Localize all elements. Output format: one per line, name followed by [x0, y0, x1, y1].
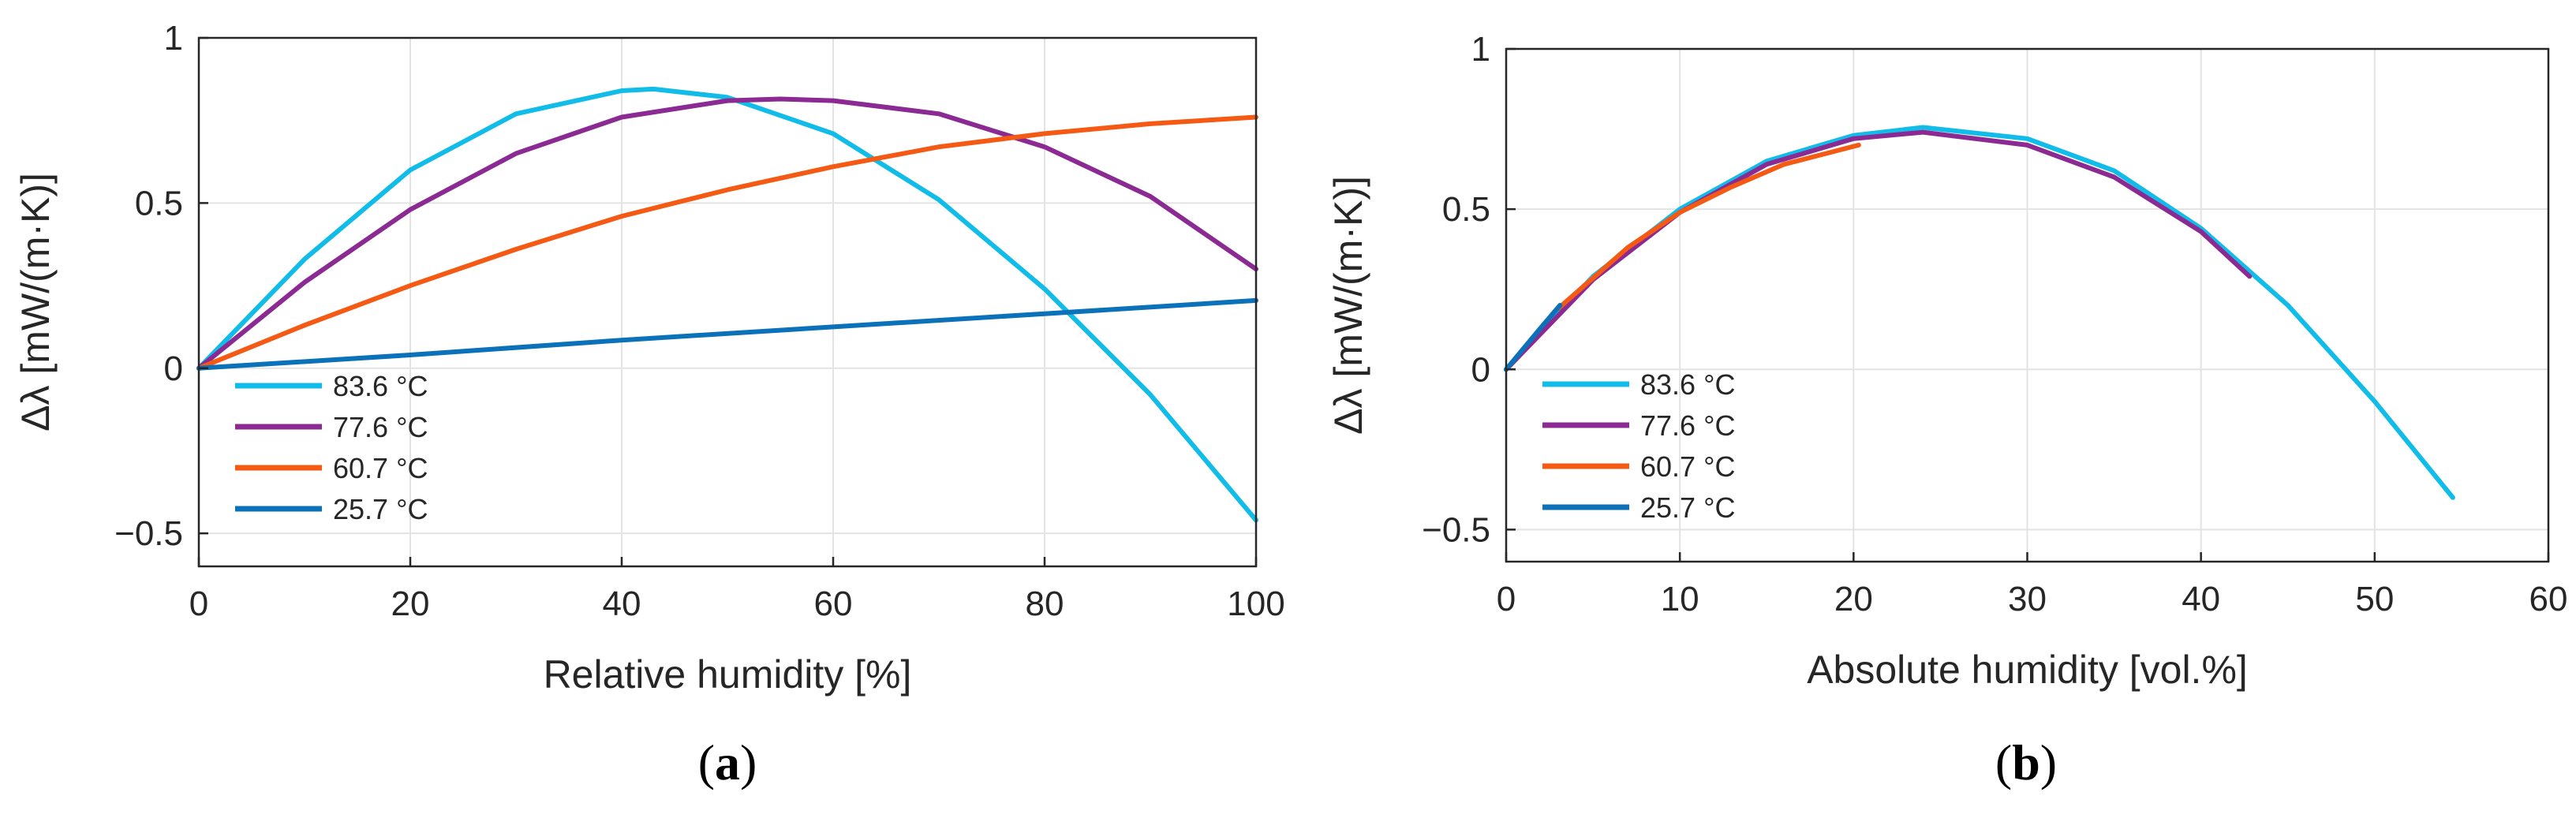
chart-b-ylabel: Δλ [mW/(m·K)]: [1326, 176, 1370, 435]
chart-a-series-776: [196, 96, 1258, 371]
chart-b-xtick-label: 40: [2182, 580, 2220, 618]
chart-a-series-607: [196, 114, 1258, 371]
chart-b-series-607: [1556, 142, 1861, 312]
chart-b-ytick-label: 1: [1471, 30, 1490, 69]
chart-a-xtick-label: 60: [814, 585, 853, 623]
chart-a-ytick-label: 1: [164, 19, 183, 58]
chart-a-xtick-label: 40: [603, 585, 641, 623]
chart-b-legend: 83.6 °C 77.6 °C 60.7 °C 25.7 °C: [1542, 368, 1735, 524]
chart-a-ytick-label: 0.5: [135, 184, 183, 222]
chart-b-legend-label: 25.7 °C: [1640, 491, 1735, 524]
chart-b-legend-label: 83.6 °C: [1640, 368, 1735, 401]
chart-b-series-257: [1504, 303, 1563, 372]
chart-a-plot-frame: [197, 36, 1258, 568]
chart-a-ytick-label: −0.5: [114, 514, 183, 553]
chart-b-xlabel: Absolute humidity [vol.%]: [1807, 648, 2248, 692]
chart-a-xlabel: Relative humidity [%]: [544, 652, 912, 697]
chart-b-xtick-label: 30: [2008, 580, 2047, 618]
chart-a-legend: 83.6 °C 77.6 °C 60.7 °C 25.7 °C: [235, 370, 428, 525]
chart-b-series-776: [1504, 129, 2253, 372]
chart-b-ytick-label: 0: [1471, 350, 1490, 389]
chart-b-panel-label: (b): [1995, 734, 2057, 790]
chart-b-ytick-label: −0.5: [1422, 510, 1490, 549]
chart-a-legend-label: 77.6 °C: [333, 411, 428, 443]
chart-a-ytick-label: 0: [164, 349, 183, 388]
chart-b-series-836: [1504, 125, 2455, 500]
chart-a-series-836: [196, 86, 1258, 523]
chart-b-xtick-label: 0: [1497, 580, 1516, 618]
chart-b-xtick-label: 50: [2355, 580, 2394, 618]
chart-b-xtick-label: 10: [1661, 580, 1699, 618]
chart-a-legend-label: 83.6 °C: [333, 370, 428, 402]
chart-a-xtick-label: 80: [1026, 585, 1064, 623]
chart-b-xtick-label: 20: [1834, 580, 1873, 618]
chart-a-legend-label: 25.7 °C: [333, 493, 428, 525]
chart-b-legend-label: 77.6 °C: [1640, 409, 1735, 442]
chart-a-ylabel: Δλ [mW/(m·K)]: [13, 173, 58, 431]
chart-a-panel-label: (a): [698, 734, 757, 790]
chart-a-legend-label: 60.7 °C: [333, 452, 428, 484]
chart-a-xtick-label: 0: [189, 585, 208, 623]
chart-a-xtick-label: 20: [391, 585, 430, 623]
chart-b-legend-label: 60.7 °C: [1640, 450, 1735, 483]
chart-a-series-257: [196, 297, 1258, 371]
chart-b-xtick-label: 60: [2529, 580, 2568, 618]
chart-b-ytick-label: 0.5: [1442, 190, 1490, 229]
chart-a-xtick-label: 100: [1227, 585, 1284, 623]
